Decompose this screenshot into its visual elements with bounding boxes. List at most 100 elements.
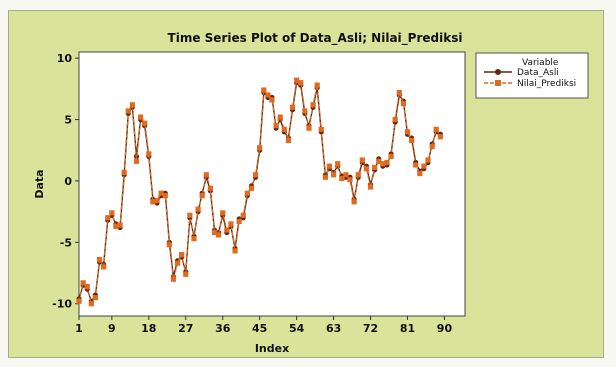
data-point-nilai-prediksi bbox=[121, 169, 127, 175]
legend-marker bbox=[495, 69, 501, 75]
data-point-nilai-prediksi bbox=[224, 227, 230, 233]
x-tick-label: 72 bbox=[363, 322, 378, 335]
data-point-nilai-prediksi bbox=[174, 260, 181, 266]
data-point-nilai-prediksi bbox=[216, 232, 222, 238]
data-point-nilai-prediksi bbox=[417, 170, 423, 177]
data-point-nilai-prediksi bbox=[409, 137, 415, 144]
data-point-nilai-prediksi bbox=[191, 236, 197, 242]
data-point-nilai-prediksi bbox=[335, 161, 341, 167]
data-point-nilai-prediksi bbox=[261, 87, 267, 93]
data-point-nilai-prediksi bbox=[429, 143, 435, 150]
data-point-nilai-prediksi bbox=[84, 283, 90, 290]
data-point-nilai-prediksi bbox=[359, 157, 365, 163]
legend-label: Data_Asli bbox=[517, 68, 559, 78]
series-nilai-prediksi bbox=[76, 77, 443, 307]
data-point-nilai-prediksi bbox=[244, 190, 250, 196]
x-tick-label: 27 bbox=[178, 322, 193, 335]
data-point-nilai-prediksi bbox=[158, 190, 164, 196]
data-point-nilai-prediksi bbox=[285, 137, 292, 144]
data-point-nilai-prediksi bbox=[109, 210, 115, 216]
data-point-nilai-prediksi bbox=[183, 271, 189, 277]
data-point-nilai-prediksi bbox=[195, 206, 201, 212]
data-point-nilai-prediksi bbox=[384, 159, 390, 166]
data-point-nilai-prediksi bbox=[265, 92, 271, 98]
data-point-nilai-prediksi bbox=[326, 163, 333, 169]
data-point-nilai-prediksi bbox=[88, 301, 94, 307]
legend-marker bbox=[495, 80, 501, 86]
data-point-nilai-prediksi bbox=[146, 151, 152, 157]
data-point-nilai-prediksi bbox=[220, 210, 226, 216]
x-tick-label: 9 bbox=[108, 322, 116, 335]
data-point-nilai-prediksi bbox=[129, 102, 135, 108]
data-point-nilai-prediksi bbox=[76, 298, 82, 304]
data-point-nilai-prediksi bbox=[142, 120, 148, 126]
data-point-nilai-prediksi bbox=[372, 164, 378, 171]
data-point-nilai-prediksi bbox=[433, 126, 439, 132]
data-point-nilai-prediksi bbox=[117, 222, 123, 228]
data-point-nilai-prediksi bbox=[166, 242, 172, 248]
data-point-nilai-prediksi bbox=[396, 89, 402, 96]
x-tick-label: 45 bbox=[252, 322, 267, 335]
data-point-nilai-prediksi bbox=[252, 172, 259, 178]
data-point-nilai-prediksi bbox=[343, 172, 349, 178]
x-tick-label: 36 bbox=[215, 322, 231, 335]
data-point-nilai-prediksi bbox=[92, 294, 99, 301]
data-point-nilai-prediksi bbox=[376, 158, 382, 164]
data-point-nilai-prediksi bbox=[294, 77, 300, 83]
data-point-nilai-prediksi bbox=[101, 264, 107, 270]
legend-label: Nilai_Prediksi bbox=[517, 79, 576, 89]
x-tick-label: 54 bbox=[289, 322, 305, 335]
data-point-nilai-prediksi bbox=[322, 174, 328, 180]
data-point-nilai-prediksi bbox=[80, 280, 86, 286]
data-point-nilai-prediksi bbox=[421, 163, 427, 169]
data-point-nilai-prediksi bbox=[367, 184, 374, 190]
data-point-nilai-prediksi bbox=[330, 172, 337, 178]
data-point-nilai-prediksi bbox=[257, 145, 263, 151]
data-point-nilai-prediksi bbox=[232, 248, 238, 254]
data-point-nilai-prediksi bbox=[392, 116, 398, 123]
data-point-nilai-prediksi bbox=[306, 125, 312, 131]
data-point-nilai-prediksi bbox=[240, 212, 246, 218]
y-tick-label: 10 bbox=[57, 52, 73, 65]
data-point-nilai-prediksi bbox=[211, 229, 218, 236]
data-point-nilai-prediksi bbox=[162, 193, 168, 199]
data-point-nilai-prediksi bbox=[154, 197, 160, 204]
data-point-nilai-prediksi bbox=[437, 134, 443, 140]
chart-title: Time Series Plot of Data_Asli; Nilai_Pre… bbox=[168, 31, 463, 46]
data-point-nilai-prediksi bbox=[310, 102, 316, 108]
data-point-nilai-prediksi bbox=[298, 80, 304, 86]
y-tick-label: -10 bbox=[52, 298, 72, 311]
data-point-nilai-prediksi bbox=[425, 157, 431, 163]
data-point-nilai-prediksi bbox=[347, 177, 353, 183]
data-point-nilai-prediksi bbox=[137, 114, 144, 120]
data-point-nilai-prediksi bbox=[302, 108, 308, 114]
y-tick-label: -5 bbox=[60, 236, 72, 249]
data-point-nilai-prediksi bbox=[248, 185, 255, 191]
data-point-nilai-prediksi bbox=[404, 129, 411, 135]
x-tick-label: 63 bbox=[326, 322, 341, 335]
data-point-nilai-prediksi bbox=[105, 215, 111, 221]
data-point-nilai-prediksi bbox=[203, 172, 209, 178]
data-point-nilai-prediksi bbox=[400, 100, 407, 107]
data-point-nilai-prediksi bbox=[273, 123, 279, 129]
data-point-nilai-prediksi bbox=[179, 252, 185, 258]
data-point-nilai-prediksi bbox=[125, 108, 131, 114]
data-point-nilai-prediksi bbox=[96, 256, 103, 263]
data-point-nilai-prediksi bbox=[281, 126, 287, 132]
data-point-nilai-prediksi bbox=[133, 158, 140, 164]
data-point-nilai-prediksi bbox=[150, 199, 156, 205]
x-tick-label: 81 bbox=[400, 322, 415, 335]
data-point-nilai-prediksi bbox=[388, 153, 394, 159]
data-point-nilai-prediksi bbox=[207, 185, 214, 191]
y-axis-label: Data bbox=[33, 169, 46, 198]
plot-area bbox=[78, 51, 466, 317]
data-point-nilai-prediksi bbox=[413, 162, 419, 168]
data-point-nilai-prediksi bbox=[351, 199, 357, 205]
data-point-nilai-prediksi bbox=[277, 114, 283, 120]
data-point-nilai-prediksi bbox=[355, 172, 361, 178]
data-point-nilai-prediksi bbox=[363, 166, 370, 172]
data-point-nilai-prediksi bbox=[187, 212, 193, 218]
